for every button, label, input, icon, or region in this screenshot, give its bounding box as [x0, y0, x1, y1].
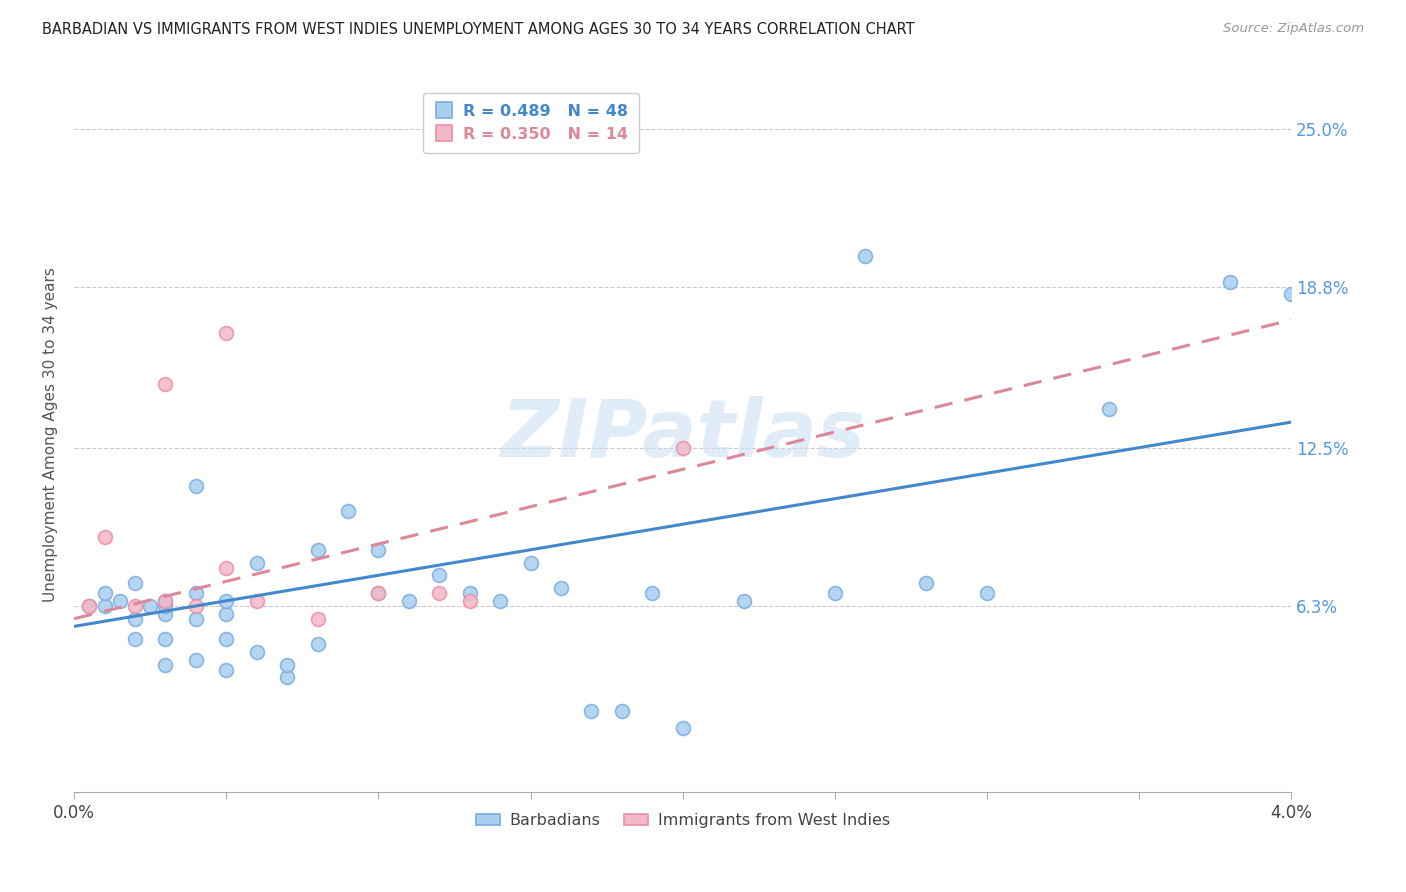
Point [215, 607, 238, 621]
Point [367, 586, 389, 600]
Point [184, 599, 207, 613]
Y-axis label: Unemployment Among Ages 30 to 34 years: Unemployment Among Ages 30 to 34 years [44, 268, 58, 602]
Point [93, 599, 115, 613]
Point [915, 576, 938, 591]
Point [108, 594, 131, 608]
Point [1279, 287, 1302, 301]
Point [1098, 402, 1121, 417]
Point [155, 594, 177, 608]
Point [215, 326, 238, 340]
Point [641, 586, 664, 600]
Point [307, 542, 329, 557]
Point [155, 632, 177, 647]
Point [155, 607, 177, 621]
Point [184, 612, 207, 626]
Point [853, 249, 876, 263]
Point [124, 612, 146, 626]
Point [427, 586, 450, 600]
Point [93, 530, 115, 544]
Point [139, 599, 162, 613]
Text: BARBADIAN VS IMMIGRANTS FROM WEST INDIES UNEMPLOYMENT AMONG AGES 30 TO 34 YEARS : BARBADIAN VS IMMIGRANTS FROM WEST INDIES… [42, 22, 915, 37]
Point [215, 560, 238, 574]
Point [672, 441, 695, 455]
Text: ZIPatlas: ZIPatlas [501, 396, 865, 474]
Point [519, 556, 541, 570]
Legend: Barbadians, Immigrants from West Indies: Barbadians, Immigrants from West Indies [470, 806, 896, 834]
Point [276, 657, 298, 672]
Point [307, 637, 329, 651]
Point [124, 599, 146, 613]
Point [427, 568, 450, 582]
Point [307, 612, 329, 626]
Point [336, 504, 359, 518]
Point [276, 670, 298, 684]
Point [581, 704, 603, 718]
Point [246, 556, 269, 570]
Text: Source: ZipAtlas.com: Source: ZipAtlas.com [1223, 22, 1364, 36]
Point [215, 632, 238, 647]
Point [155, 594, 177, 608]
Point [367, 542, 389, 557]
Point [733, 594, 755, 608]
Point [246, 594, 269, 608]
Point [550, 581, 572, 595]
Point [398, 594, 420, 608]
Point [184, 479, 207, 493]
Point [79, 599, 101, 613]
Point [458, 594, 481, 608]
Point [93, 586, 115, 600]
Point [184, 652, 207, 666]
Point [458, 586, 481, 600]
Point [672, 722, 695, 736]
Point [124, 576, 146, 591]
Point [246, 645, 269, 659]
Point [155, 376, 177, 391]
Point [155, 599, 177, 613]
Point [215, 594, 238, 608]
Point [489, 594, 512, 608]
Point [124, 632, 146, 647]
Point [1219, 275, 1241, 289]
Point [367, 586, 389, 600]
Point [215, 663, 238, 677]
Point [824, 586, 846, 600]
Point [184, 586, 207, 600]
Point [155, 657, 177, 672]
Point [610, 704, 633, 718]
Point [79, 599, 101, 613]
Point [976, 586, 998, 600]
